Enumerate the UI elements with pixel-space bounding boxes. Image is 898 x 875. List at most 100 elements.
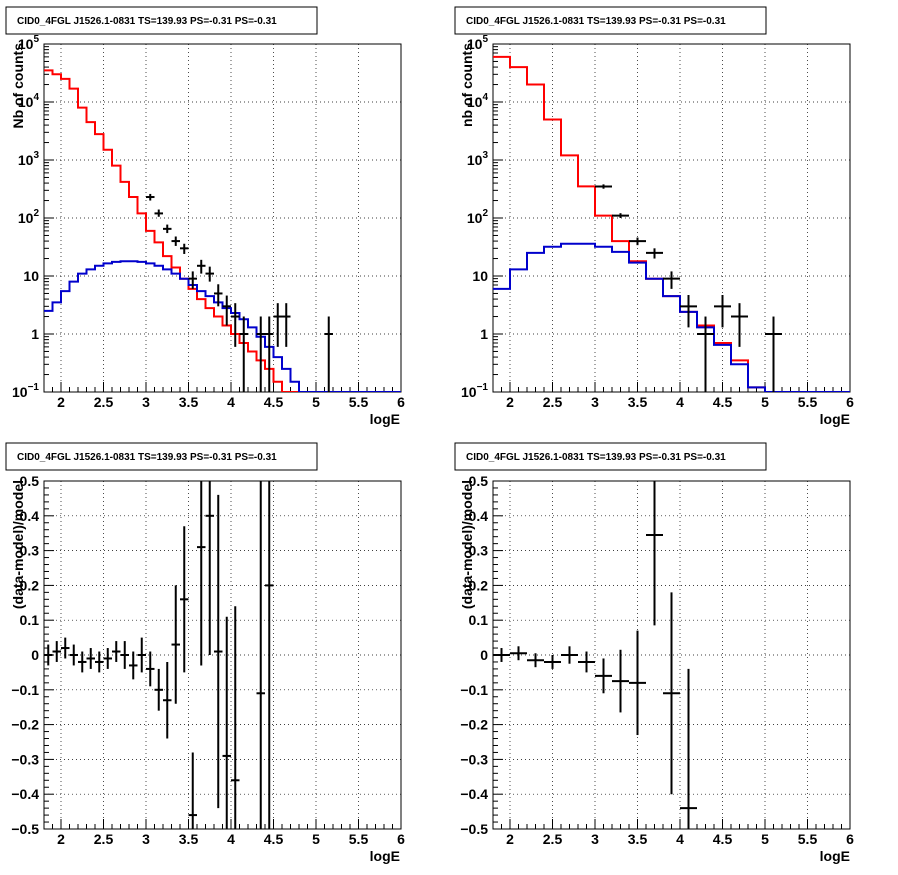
y-tick-label: −0.1 [460, 682, 488, 698]
data-point [197, 259, 206, 274]
x-ticks [43, 382, 402, 392]
data-point [146, 193, 155, 201]
y-tick-label: −0.3 [11, 751, 39, 767]
panel-title: CID0_4FGL J1526.1-0831 TS=139.93 PS=-0.3… [466, 452, 726, 463]
x-tick-label: 5 [761, 831, 769, 847]
y-ticks [493, 46, 503, 393]
data-point [544, 655, 561, 669]
x-tick-label: 2 [57, 394, 65, 410]
x-ticks [492, 382, 851, 392]
data-point [578, 651, 595, 673]
x-tick-label: 2.5 [543, 831, 563, 847]
data-points [493, 481, 697, 829]
y-tick-label: 103 [467, 150, 489, 168]
x-tick-label: 2.5 [94, 831, 114, 847]
x-tick-label: 2.5 [94, 394, 114, 410]
data-point [324, 316, 333, 392]
x-tick-label: 4.5 [713, 831, 733, 847]
x-ticks [492, 819, 851, 829]
panel-title-box [5, 6, 318, 35]
y-tick-label: 104 [467, 92, 489, 110]
y-tick-label: −0.2 [460, 717, 488, 733]
y-tick-label: −0.5 [11, 821, 39, 837]
y-tick-label: 0.3 [469, 543, 489, 559]
plot-frame [43, 480, 402, 830]
data-point [44, 644, 53, 666]
data-point [231, 303, 240, 347]
data-point [646, 481, 663, 626]
data-point [146, 651, 155, 687]
x-ticks [43, 819, 402, 829]
x-tick-label: 5 [761, 394, 769, 410]
data-point [154, 668, 163, 711]
data-point [188, 271, 197, 289]
x-tick-label: 3.5 [179, 831, 199, 847]
y-tick-label: 105 [18, 34, 40, 52]
x-axis-label: logE [820, 848, 850, 864]
y-axis-label: (data-model)/model [459, 480, 475, 609]
x-axis-label: logE [370, 848, 400, 864]
plot-area: 2 2.5 3 3.5 4 4.5 5 5.5 6 10−1 1 10 102 103 104 105 [461, 34, 854, 410]
data-point [52, 641, 61, 662]
data-point [629, 237, 646, 246]
data-point [697, 316, 714, 392]
data-point [595, 184, 612, 189]
x-tick-label: 6 [846, 394, 854, 410]
x-tick-label: 3 [591, 394, 599, 410]
data-point [205, 481, 214, 655]
y-tick-label: −0.5 [460, 821, 488, 837]
histogram-series-0 [493, 55, 850, 392]
x-tick-label: 6 [846, 831, 854, 847]
y-tick-label: 10−1 [12, 382, 39, 400]
y-axis-label: (data-model)/model [10, 480, 26, 609]
data-point [95, 651, 104, 673]
y-tick-label: 0.5 [469, 473, 489, 489]
data-point [103, 648, 112, 669]
y-tick-label: 0.3 [20, 543, 40, 559]
data-point [214, 284, 223, 307]
data-point [663, 592, 680, 795]
y-tick-label: 104 [18, 92, 40, 110]
y-tick-label: −0.4 [460, 786, 488, 802]
data-point [561, 646, 578, 664]
data-point [239, 316, 248, 392]
panel-title: CID0_4FGL J1526.1-0831 TS=139.93 PS=-0.3… [17, 16, 277, 27]
x-tick-label: 5.5 [798, 831, 818, 847]
y-tick-label: −0.3 [460, 751, 488, 767]
data-point [612, 213, 629, 218]
data-point [180, 526, 189, 673]
data-point [69, 644, 78, 666]
y-ticks [44, 46, 54, 393]
data-point [595, 658, 612, 694]
plot-area: 2 2.5 3 3.5 4 4.5 5 5.5 6 −0.5 −0.4 −0.3 −0.2 −0.1 0 0.… [460, 473, 854, 847]
panel-title: CID0_4FGL J1526.1-0831 TS=139.93 PS=-0.3… [17, 452, 277, 463]
x-tick-label: 2 [506, 831, 514, 847]
histogram-series-1 [493, 242, 850, 392]
data-point [612, 649, 629, 713]
x-tick-label: 4.5 [264, 394, 284, 410]
data-point [265, 481, 274, 829]
y-tick-label: 0 [31, 647, 39, 663]
panel-bottom-right: CID0_4FGL J1526.1-0831 TS=139.93 PS=-0.3… [454, 442, 854, 864]
data-point [282, 303, 291, 347]
x-tick-label: 2.5 [543, 394, 563, 410]
data-point [493, 648, 510, 662]
y-tick-label: 102 [18, 208, 40, 226]
panel-title-box [5, 442, 318, 471]
histogram-series-1 [44, 260, 401, 392]
y-tick-label: −0.2 [11, 717, 39, 733]
x-tick-label: 6 [397, 394, 405, 410]
data-point [180, 243, 189, 254]
data-point [527, 653, 544, 668]
y-tick-label: 0.2 [469, 577, 489, 593]
data-point [731, 303, 748, 347]
data-point [78, 651, 87, 673]
x-axis-label: logE [820, 411, 850, 427]
x-tick-label: 2 [506, 394, 514, 410]
y-tick-label: 103 [18, 150, 40, 168]
data-point [154, 209, 163, 217]
data-point [714, 295, 731, 328]
data-point [646, 248, 663, 259]
data-point [137, 637, 146, 673]
